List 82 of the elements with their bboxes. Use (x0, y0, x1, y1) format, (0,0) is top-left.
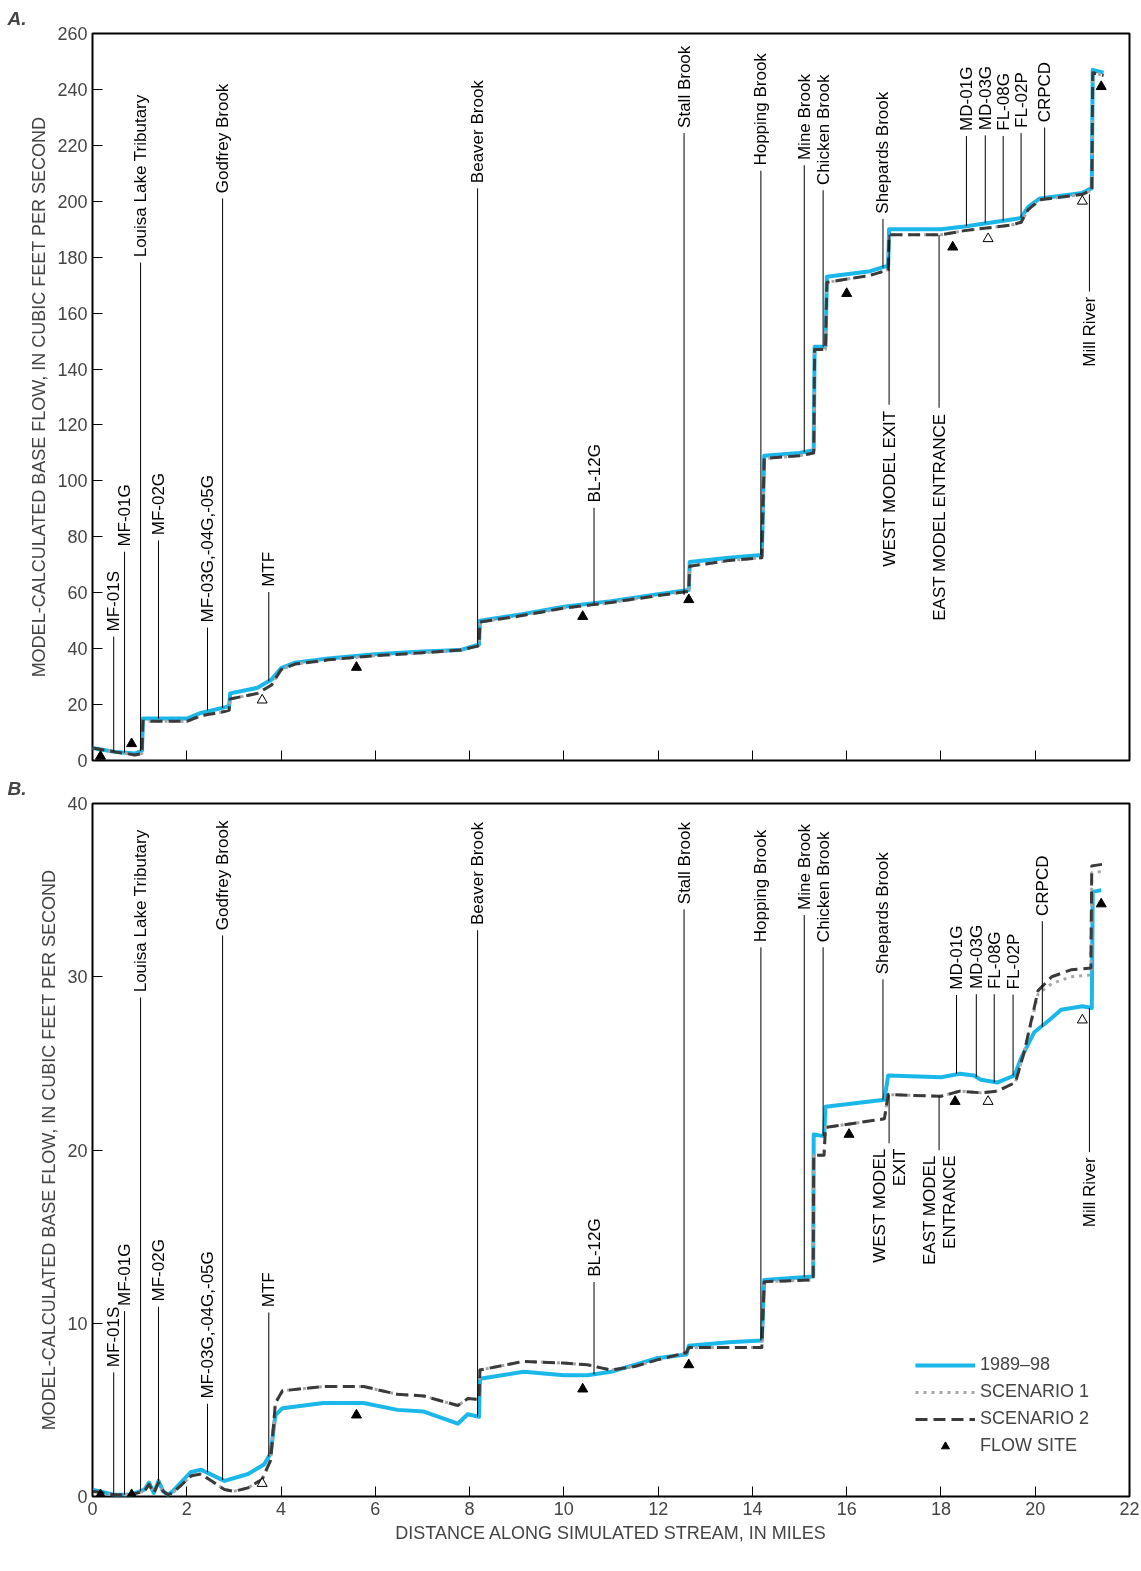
y-tick-label: 260 (57, 24, 88, 44)
annotation: Mill River (1079, 1156, 1099, 1228)
y-tick-label: 120 (57, 415, 88, 436)
annotation: Chicken Brook (813, 831, 833, 943)
y-tick-label: 0 (77, 751, 88, 771)
annotation: Louisa Lake Tributary (131, 94, 151, 258)
x-tick-label: 18 (930, 1498, 951, 1519)
y-tick-label: 30 (67, 967, 88, 988)
annotation: BL-12G (584, 444, 604, 503)
annotation: MD-03G (966, 924, 986, 990)
x-tick-label: 6 (370, 1498, 381, 1519)
annotation: WEST MODEL EXIT (869, 1148, 909, 1263)
annotation: Mine Brook (794, 823, 814, 910)
y-tick-label: 200 (57, 191, 88, 212)
y-tick-label: 80 (67, 527, 88, 548)
y-tick-label: 20 (67, 1140, 88, 1161)
annotation: FL-02P (1011, 72, 1031, 128)
y-tick-label: 20 (67, 695, 88, 716)
chart-title: A. (6, 7, 27, 29)
x-tick-label: 4 (276, 1498, 287, 1519)
annotation: WEST MODEL EXIT (879, 410, 899, 567)
annotation: Beaver Brook (468, 79, 488, 184)
annotation: MD-01G (947, 925, 967, 990)
y-tick-label: 160 (57, 303, 88, 324)
annotation: MF-01G (115, 1243, 135, 1306)
annotation: Mill River (1079, 296, 1099, 367)
y-tick-label: 60 (67, 583, 88, 604)
annotation: Stall Brook (674, 821, 694, 905)
y-axis-title: MODEL-CALCULATED BASE FLOW, IN CUBIC FEET PER SECOND (29, 116, 50, 678)
x-tick-label: 8 (464, 1498, 475, 1519)
annotation: CRPCD (1032, 855, 1052, 916)
y-tick-label: 100 (57, 471, 88, 492)
annotation: FL-08G (984, 931, 1004, 990)
x-tick-label: 22 (1119, 1498, 1140, 1519)
y-tick-label: 140 (57, 359, 88, 380)
y-tick-label: 10 (67, 1313, 88, 1334)
annotation: Godfrey Brook (213, 820, 233, 931)
annotation: MF-01S (104, 570, 124, 632)
annotation: MD-03G (975, 65, 995, 131)
annotation: Hopping Brook (751, 52, 771, 166)
y-tick-label: 180 (57, 247, 88, 268)
x-tick-label: 2 (181, 1498, 192, 1519)
annotation: MF-01G (115, 484, 135, 547)
annotation: BL-12G (584, 1218, 604, 1277)
annotation: MTF (259, 1272, 279, 1308)
annotation: Godfrey Brook (213, 83, 233, 194)
annotation: MF-03G,-04G,-05G (198, 1251, 218, 1399)
annotation: MF-02G (148, 472, 168, 536)
y-tick-label: 40 (67, 794, 88, 814)
annotation: Chicken Brook (813, 74, 833, 186)
annotation: EAST MODEL ENTRANCE (929, 413, 949, 621)
legend-label: 1989–98 (979, 1354, 1051, 1375)
annotation: Stall Brook (674, 45, 694, 128)
annotation: MF-03G,-04G,-05G (198, 475, 218, 623)
x-tick-label: 16 (836, 1498, 857, 1519)
annotation: Hopping Brook (751, 829, 771, 943)
legend-label: SCENARIO 1 (979, 1381, 1089, 1402)
legend-label: FLOW SITE (979, 1435, 1077, 1456)
x-tick-label: 20 (1025, 1498, 1046, 1519)
annotation: MD-01G (956, 66, 976, 131)
legend-label: SCENARIO 2 (979, 1408, 1089, 1429)
annotation: MF-01S (104, 1306, 124, 1368)
annotation: Louisa Lake Tributary (131, 829, 151, 993)
x-tick-label: 14 (742, 1498, 763, 1519)
annotation: EAST MODEL ENTRANCE (919, 1155, 959, 1265)
annotation: CRPCD (1035, 61, 1055, 123)
annotation: Beaver Brook (468, 821, 488, 926)
x-axis-title: DISTANCE ALONG SIMULATED STREAM, IN MILES (395, 1522, 826, 1543)
annotation: Shepards Brook (873, 851, 893, 975)
x-tick-label: 12 (648, 1498, 669, 1519)
annotation: Shepards Brook (873, 91, 893, 214)
annotation: FL-08G (993, 73, 1013, 131)
y-tick-label: 40 (67, 639, 88, 660)
y-axis-title: MODEL-CALCULATED BASE FLOW, IN CUBIC FEET PER SECOND (39, 869, 60, 1431)
chart-title: B. (7, 777, 27, 799)
annotation: MTF (259, 551, 279, 587)
annotation: Mine Brook (794, 73, 814, 161)
annotation: MF-02G (148, 1239, 168, 1302)
y-tick-label: 220 (57, 135, 88, 156)
x-tick-label: 10 (553, 1498, 574, 1519)
y-tick-label: 240 (57, 79, 88, 100)
annotation: FL-02P (1003, 933, 1023, 990)
